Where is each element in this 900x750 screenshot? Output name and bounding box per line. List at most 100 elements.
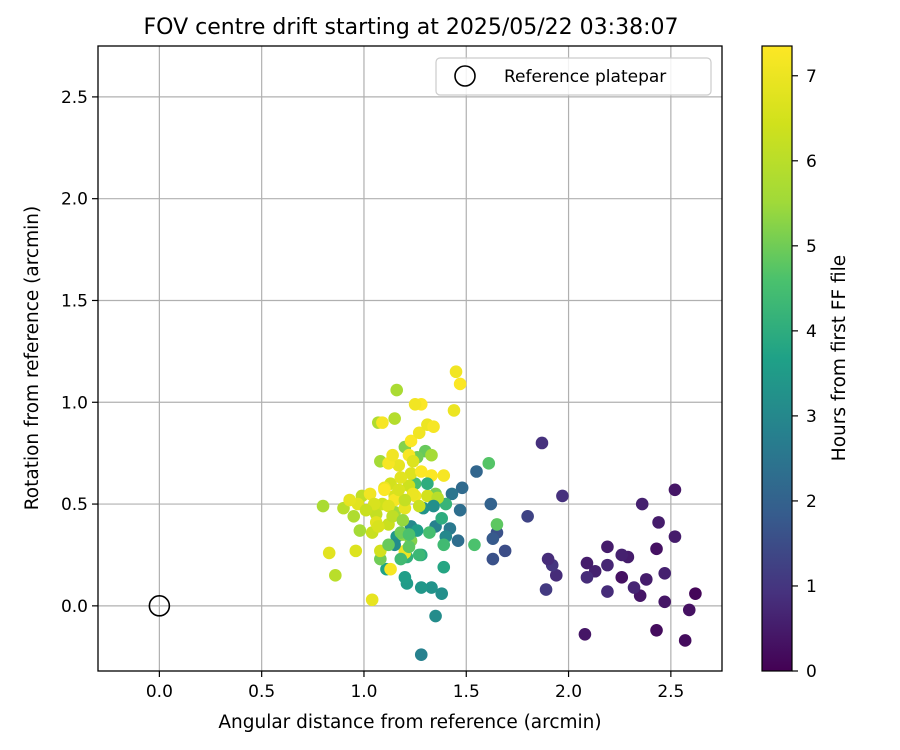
data-point [490, 518, 504, 531]
data-point [365, 593, 379, 607]
data-point [484, 497, 498, 511]
data-point [539, 583, 553, 596]
data-point [541, 552, 555, 566]
data-point [402, 528, 416, 541]
legend-marker-icon [454, 65, 476, 87]
reference-marker [148, 595, 171, 617]
data-point [580, 556, 594, 570]
scatter-points [316, 365, 702, 662]
data-point [435, 587, 449, 600]
data-point [414, 648, 428, 662]
data-point [423, 526, 436, 539]
data-point [635, 497, 649, 511]
data-point [601, 585, 614, 598]
data-point [535, 436, 549, 450]
legend-label: Reference platepar [504, 67, 666, 87]
x-tick-label: 2.5 [657, 682, 684, 702]
colorbar: 0 1 2 3 4 5 6 7 Hours from first FF file [761, 45, 850, 682]
data-point [580, 571, 594, 584]
x-tick-label: 1.5 [453, 682, 480, 702]
data-point [402, 540, 416, 554]
data-point [615, 571, 629, 584]
x-tick-label: 0.0 [146, 682, 173, 702]
data-point [425, 448, 438, 462]
data-point [412, 548, 426, 562]
data-point [437, 469, 451, 482]
colorbar-tick-label: 3 [806, 407, 817, 427]
data-point [386, 509, 399, 523]
x-tick-label: 0.5 [248, 682, 275, 702]
colorbar-tick-label: 0 [806, 662, 817, 682]
data-point [435, 512, 449, 525]
data-point [363, 487, 377, 501]
data-point [451, 534, 465, 548]
data-point [640, 573, 653, 586]
data-point [414, 465, 428, 478]
data-point [382, 499, 395, 513]
y-axis-ticks: 0.0 0.5 1.0 1.5 2.0 2.5 [61, 88, 98, 617]
data-point [482, 457, 496, 470]
data-point [650, 623, 663, 637]
data-point [390, 383, 404, 397]
data-point [601, 540, 614, 554]
y-tick-label: 2.0 [61, 190, 88, 210]
data-point [615, 548, 629, 562]
x-tick-label: 1.0 [350, 682, 377, 702]
data-point [406, 455, 420, 468]
data-point [421, 489, 434, 503]
colorbar-ticks: 0 1 2 3 4 5 6 7 [792, 67, 817, 682]
y-tick-label: 1.0 [61, 393, 88, 413]
colorbar-tick-label: 1 [806, 577, 817, 597]
data-point [392, 459, 406, 472]
colorbar-tick-label: 2 [806, 492, 817, 512]
data-point [498, 544, 512, 558]
data-point [437, 538, 451, 552]
data-point [486, 532, 500, 545]
data-point [437, 560, 451, 574]
data-point [455, 481, 469, 495]
y-tick-label: 0.0 [61, 597, 88, 617]
data-point [449, 365, 463, 379]
data-point [343, 493, 356, 507]
colorbar-tick-label: 5 [806, 237, 817, 257]
x-tick-label: 2.0 [555, 682, 582, 702]
data-point [453, 377, 467, 391]
data-point [394, 552, 408, 566]
data-point [404, 434, 418, 448]
y-tick-label: 1.5 [61, 291, 88, 311]
data-point [549, 569, 563, 582]
data-point [382, 538, 395, 552]
data-point [427, 420, 440, 434]
data-point [668, 483, 682, 497]
data-point [678, 634, 692, 647]
y-tick-label: 0.5 [61, 495, 88, 515]
data-point [521, 509, 534, 523]
data-point [689, 587, 702, 600]
data-point [394, 471, 408, 484]
data-point [627, 581, 641, 594]
x-axis-label: Angular distance from reference (arcmin) [218, 712, 601, 733]
colorbar-tick-label: 4 [806, 322, 817, 342]
legend: Reference platepar [435, 57, 712, 96]
data-point [421, 477, 434, 491]
data-point [412, 499, 426, 513]
data-point [322, 546, 336, 560]
data-point [486, 552, 500, 566]
y-axis-label: Rotation from reference (arcmin) [22, 206, 43, 510]
data-point [658, 566, 672, 580]
legend-box [435, 57, 712, 96]
data-point [347, 509, 361, 523]
data-point [447, 404, 461, 417]
data-point [453, 503, 467, 517]
data-point [425, 581, 438, 594]
chart-title: FOV centre drift starting at 2025/05/22 … [144, 15, 679, 40]
data-point [388, 412, 401, 425]
data-point [556, 489, 569, 503]
data-point [668, 530, 682, 543]
data-point [398, 493, 412, 507]
data-point [349, 544, 363, 558]
colorbar-label: Hours from first FF file [829, 255, 850, 461]
data-point [652, 516, 665, 529]
data-point [316, 499, 330, 513]
